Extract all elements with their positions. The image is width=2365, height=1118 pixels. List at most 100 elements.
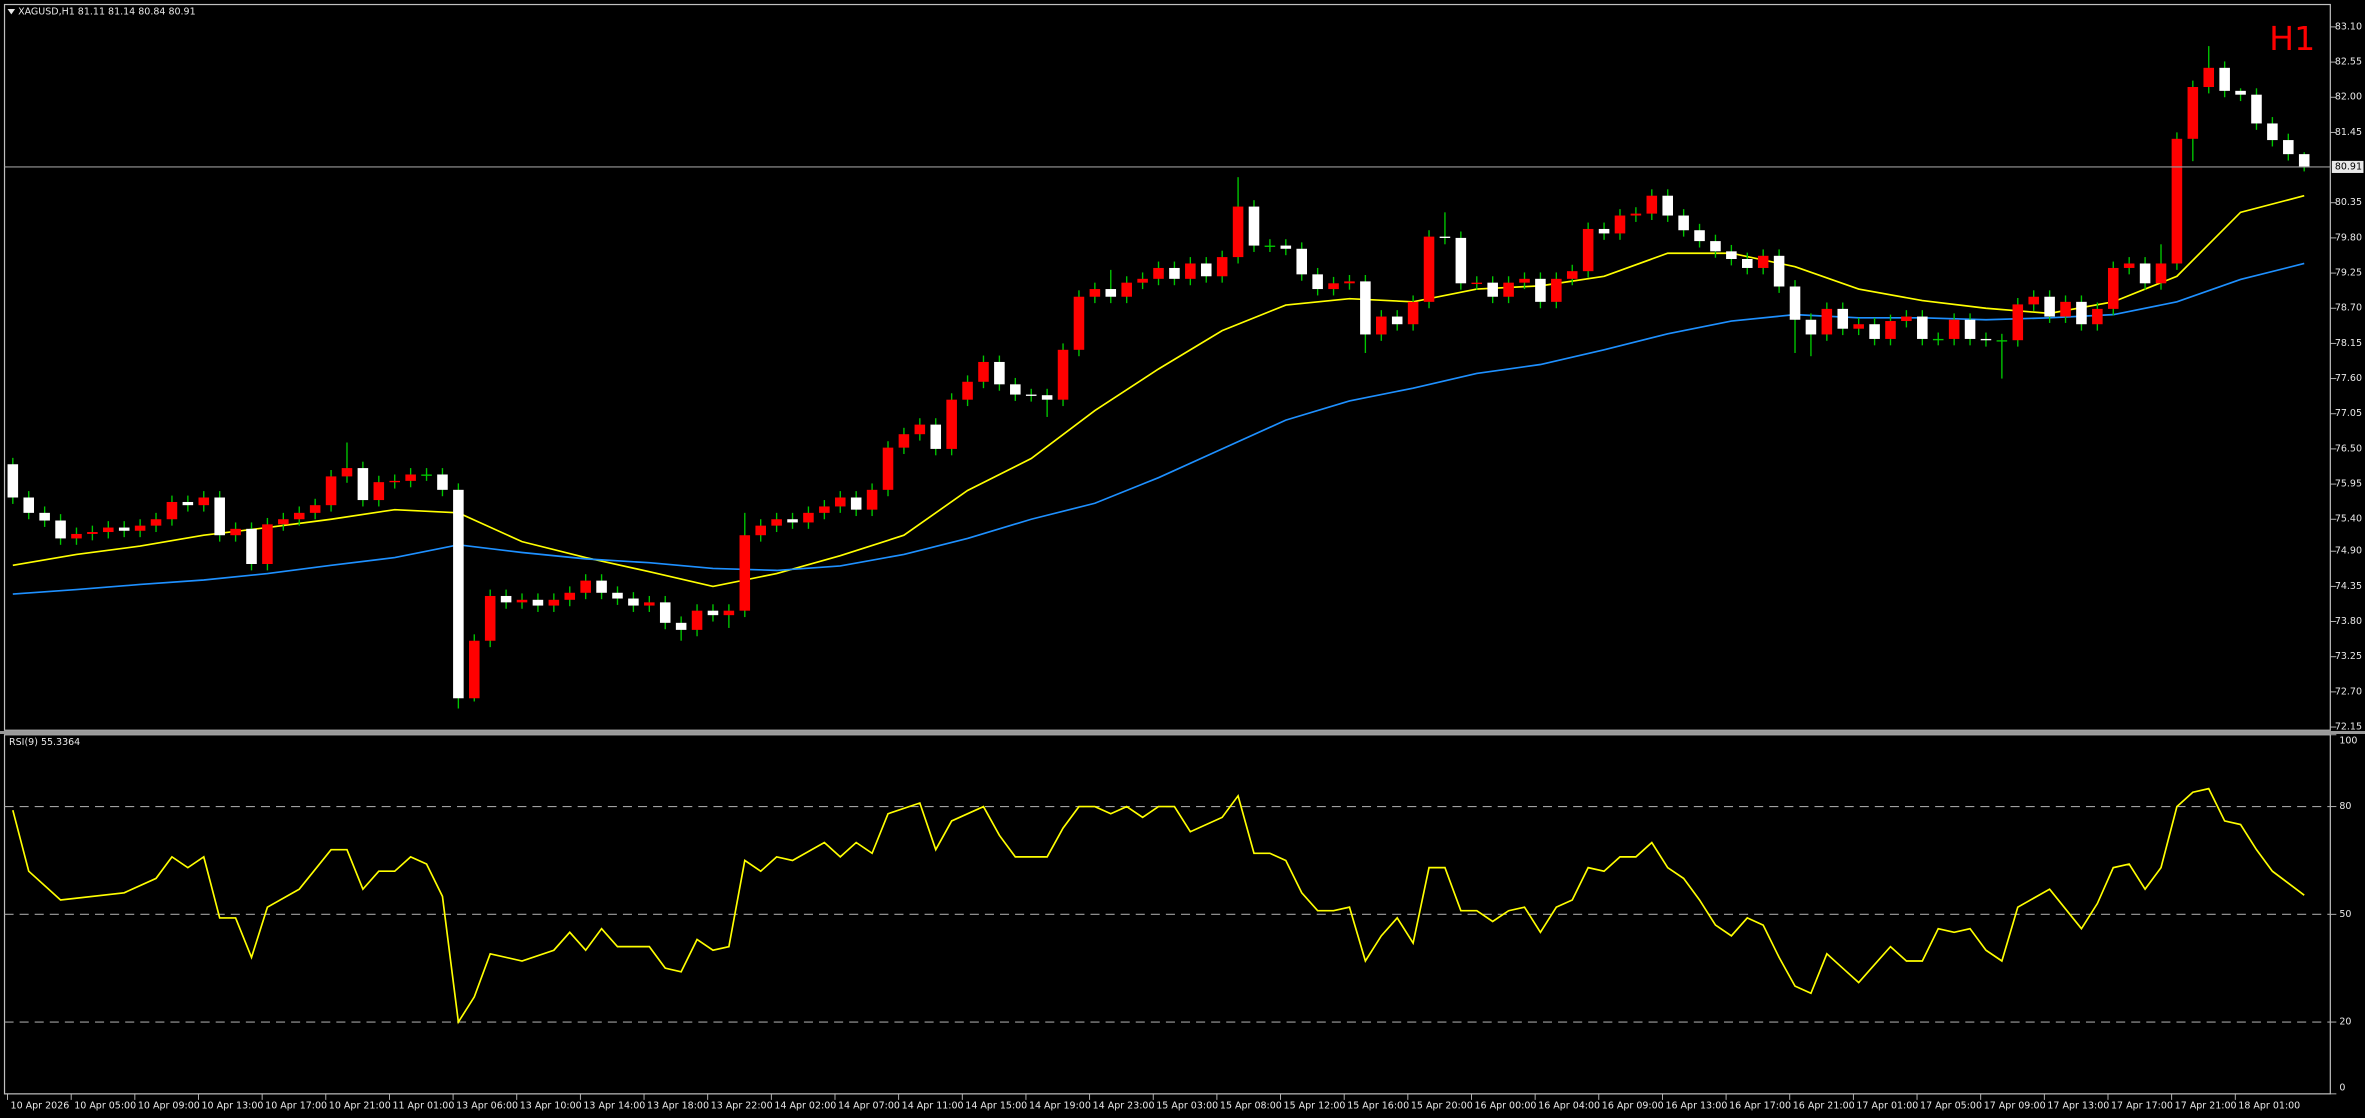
candle-body <box>278 519 289 525</box>
candle-body <box>453 489 464 699</box>
candle-body <box>230 528 241 536</box>
x-tick-label: 10 Apr 17:00 <box>265 1100 327 1111</box>
y-tick-label: 76.50 <box>2335 443 2362 454</box>
candle-body <box>2107 267 2119 309</box>
candle-body <box>1169 267 1180 279</box>
candle-body <box>2076 301 2087 325</box>
candle-body <box>2219 67 2230 91</box>
candle-body <box>1551 278 1562 302</box>
y-tick-label: 73.25 <box>2335 651 2362 662</box>
candle-body <box>1630 213 1642 216</box>
timeframe-badge: H1 <box>2269 19 2315 58</box>
candle-body <box>612 592 623 599</box>
candle-body <box>1280 245 1292 249</box>
candle-body <box>2235 90 2246 95</box>
candle-body <box>564 592 576 600</box>
x-tick-label: 16 Apr 00:00 <box>1475 1100 1537 1111</box>
candle-body <box>293 512 305 520</box>
candle-body <box>1837 308 1849 329</box>
rsi-y-tick-label: 50 <box>2339 909 2351 920</box>
candle-body <box>675 622 687 630</box>
candle-body <box>1153 267 1164 279</box>
x-tick-label: 13 Apr 06:00 <box>456 1100 518 1111</box>
candle-body <box>1455 237 1467 284</box>
candle-body <box>39 512 50 521</box>
candle-body <box>723 610 735 616</box>
candle-body <box>1582 228 1594 272</box>
candle-body <box>7 464 19 498</box>
y-tick-label: 73.80 <box>2335 616 2362 627</box>
candle-body <box>2028 296 2039 305</box>
x-tick-label: 14 Apr 07:00 <box>838 1100 900 1111</box>
candle-body <box>691 610 703 630</box>
candle-body <box>1121 282 1132 297</box>
candle-body <box>771 519 782 526</box>
y-tick-label: 80.35 <box>2335 197 2362 208</box>
rsi-y-tick-label: 20 <box>2339 1017 2351 1028</box>
y-tick-label: 78.15 <box>2335 338 2362 349</box>
candle-body <box>1901 316 1912 322</box>
candle-body <box>580 580 591 593</box>
y-tick-label: 72.70 <box>2335 686 2362 697</box>
candle-body <box>1917 316 1928 339</box>
candle-body <box>309 505 321 513</box>
candle-body <box>341 468 353 477</box>
candle-body <box>1105 289 1117 297</box>
candle-body <box>1757 255 1769 268</box>
candle-body <box>134 525 146 531</box>
candle-body <box>755 525 766 536</box>
candle-body <box>1932 338 1944 341</box>
candle-body <box>1662 195 1673 216</box>
candle-body <box>1503 282 1514 297</box>
x-tick-label: 13 Apr 10:00 <box>520 1100 582 1111</box>
x-tick-label: 14 Apr 19:00 <box>1029 1100 1091 1111</box>
x-tick-label: 17 Apr 21:00 <box>2175 1100 2237 1111</box>
x-tick-label: 14 Apr 11:00 <box>902 1100 964 1111</box>
candle-body <box>198 497 210 506</box>
x-tick-label: 13 Apr 18:00 <box>647 1100 709 1111</box>
candle-body <box>1646 195 1658 214</box>
candle-body <box>962 381 973 400</box>
x-tick-label: 15 Apr 12:00 <box>1284 1100 1346 1111</box>
x-tick-label: 11 Apr 01:00 <box>392 1100 454 1111</box>
candle-body <box>1041 395 1053 400</box>
candle-body <box>628 598 639 606</box>
candle-body <box>2187 87 2199 139</box>
candle-body <box>357 468 369 501</box>
candle-body <box>1423 236 1435 302</box>
candle-body <box>23 497 35 513</box>
candle-body <box>1742 259 1753 268</box>
candle-body <box>1487 282 1498 297</box>
x-tick-label: 16 Apr 09:00 <box>1602 1100 1664 1111</box>
candle-body <box>1805 319 1817 335</box>
candle-body <box>1328 283 1339 290</box>
candles <box>7 46 2310 709</box>
candle-body <box>150 519 162 526</box>
candle-body <box>1010 384 1021 395</box>
y-tick-label: 75.40 <box>2335 514 2362 525</box>
candle-body <box>1980 338 1992 341</box>
candle-body <box>103 527 114 533</box>
candle-body <box>803 512 814 523</box>
x-tick-label: 10 Apr 13:00 <box>202 1100 264 1111</box>
moving-average-line <box>12 194 2305 588</box>
candle-body <box>532 599 544 606</box>
x-tick-label: 15 Apr 03:00 <box>1156 1100 1218 1111</box>
candle-body <box>2123 263 2135 268</box>
candle-body <box>2171 138 2183 264</box>
candle-body <box>1566 271 1578 279</box>
candle-body <box>1360 281 1371 335</box>
x-tick-label: 10 Apr 05:00 <box>74 1100 136 1111</box>
candle-body <box>2060 301 2071 317</box>
candle-body <box>1391 316 1403 325</box>
x-tick-label: 17 Apr 17:00 <box>2111 1100 2173 1111</box>
candle-body <box>2092 308 2103 325</box>
candle-body <box>946 399 957 449</box>
x-tick-label: 13 Apr 22:00 <box>711 1100 773 1111</box>
candle-body <box>1789 286 1801 320</box>
candle-body <box>596 580 607 593</box>
x-tick-label: 16 Apr 04:00 <box>1538 1100 1600 1111</box>
candle-body <box>1614 215 1626 234</box>
